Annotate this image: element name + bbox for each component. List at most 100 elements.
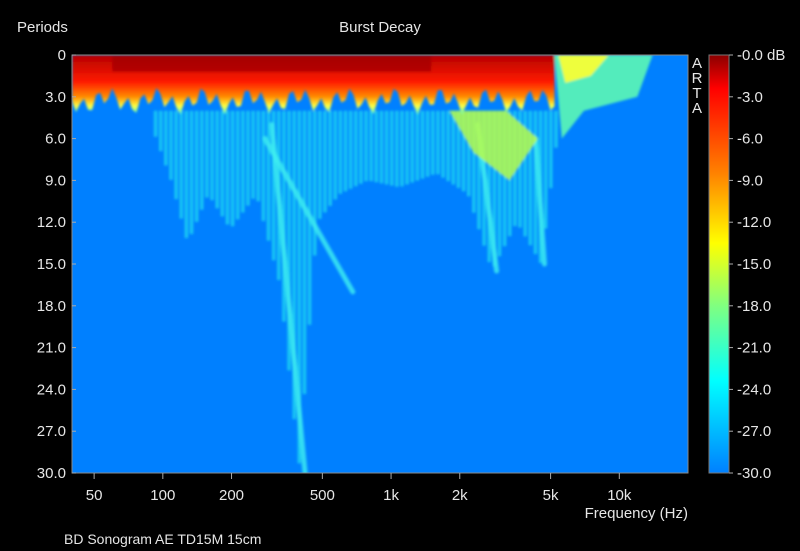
decay-tail [415,110,420,181]
decay-tail [174,110,178,200]
decay-tail [266,110,271,241]
decay-tail [395,110,399,187]
decay-tail [431,110,435,175]
decay-tail [487,110,491,263]
decay-tail [215,110,219,209]
decay-tail [194,110,199,222]
colorbar-tick-label: -12.0 [737,214,771,231]
decay-energy-layer [72,55,653,473]
decay-ridge [262,136,356,295]
colorbar [708,54,730,474]
decay-tail [251,110,255,199]
decay-tail [472,110,476,213]
decay-tail [169,110,173,180]
decay-tail [390,110,394,186]
decay-tail [338,110,343,194]
decay-ridge [269,122,308,473]
footer-caption: BD Sonogram AE TD15M 15cm [64,531,261,547]
y-tick-label: 3.0 [45,89,66,106]
watermark-letter: R [692,70,703,87]
decay-tail [359,110,363,184]
decay-tail [549,110,553,189]
decay-tail [420,110,425,179]
chart-title: Burst Decay [339,19,421,36]
decay-tail [497,110,502,257]
decay-tail [179,110,183,219]
x-tick-label: 10k [607,487,632,504]
decay-tail [292,110,296,420]
colorbar-tick-label: -0.0 dB [737,47,785,64]
decay-tail [554,110,558,148]
decay-tail [379,110,384,184]
decay-tail [502,110,507,247]
y-tick-label: 12.0 [37,214,66,231]
decay-tail [225,110,230,225]
decay-tail [544,110,548,229]
x-axis-label: Frequency (Hz) [585,505,688,522]
x-axis-ticks: 50 100 200 500 1k 2k 5k 10k [86,473,632,504]
x-tick-label: 50 [86,487,103,504]
y-tick-label: 9.0 [45,172,66,189]
decay-tail [461,110,466,192]
decay-tail [369,110,373,182]
y-tick-label: 0 [58,47,66,64]
decay-tail [405,110,409,185]
decay-tail [261,110,266,222]
decay-tail [159,110,163,152]
y-tick-label: 21.0 [37,340,66,357]
decay-tail [384,110,389,185]
watermark-letter: A [692,55,702,72]
colorbar-tick-label: -15.0 [737,256,771,273]
decay-tail [348,110,353,189]
x-tick-label: 100 [150,487,175,504]
decay-tail [441,110,445,178]
decay-tail [297,110,301,464]
y-axis-label: Periods [17,19,68,36]
y-tick-label: 27.0 [37,423,66,440]
decay-tail [256,110,260,202]
y-tick-label: 30.0 [37,465,66,482]
y-tick-label: 18.0 [37,298,66,315]
colorbar-tick-label: -6.0 [737,131,763,148]
decay-tail [528,110,532,246]
colorbar-tick-label: -21.0 [737,340,771,357]
decay-tail [271,110,276,261]
watermark-letter: A [692,100,702,117]
decay-tail [328,110,332,206]
x-tick-label: 2k [452,487,468,504]
decay-tail [333,110,337,200]
decay-tail [230,110,235,227]
y-tick-label: 15.0 [37,256,66,273]
decay-tail [153,110,158,137]
x-tick-label: 1k [383,487,399,504]
colorbar-tick-label: -18.0 [737,298,771,315]
decay-tail [189,110,194,235]
plot-area [72,55,688,473]
decay-ridge [533,136,547,267]
decay-tail [313,110,317,256]
colorbar-tick-label: -24.0 [737,381,771,398]
decay-tail [533,110,538,255]
decay-tail [220,110,224,217]
decay-tail [282,110,286,322]
decay-tail [467,110,471,197]
decay-tail [318,110,322,219]
decay-tail [492,110,497,267]
decay-tail [364,110,368,182]
decay-tail [164,110,168,166]
colorbar-tick-label: -3.0 [737,89,763,106]
decay-tail [287,110,291,371]
x-tick-label: 5k [543,487,559,504]
decay-tail [184,110,189,239]
watermark-letter: T [692,85,701,102]
decay-tail [410,110,414,183]
decay-tail [425,110,430,177]
colorbar-tick-label: -27.0 [737,423,771,440]
decay-tail [446,110,450,182]
y-axis-ticks: 0 3.0 6.0 9.0 12.0 15.0 18.0 21.0 24.0 27.0 30.0 [37,47,76,482]
y-tick-label: 6.0 [45,131,66,148]
y-tick-label: 24.0 [37,381,66,398]
decay-tail [456,110,461,188]
decay-tail [523,110,527,237]
